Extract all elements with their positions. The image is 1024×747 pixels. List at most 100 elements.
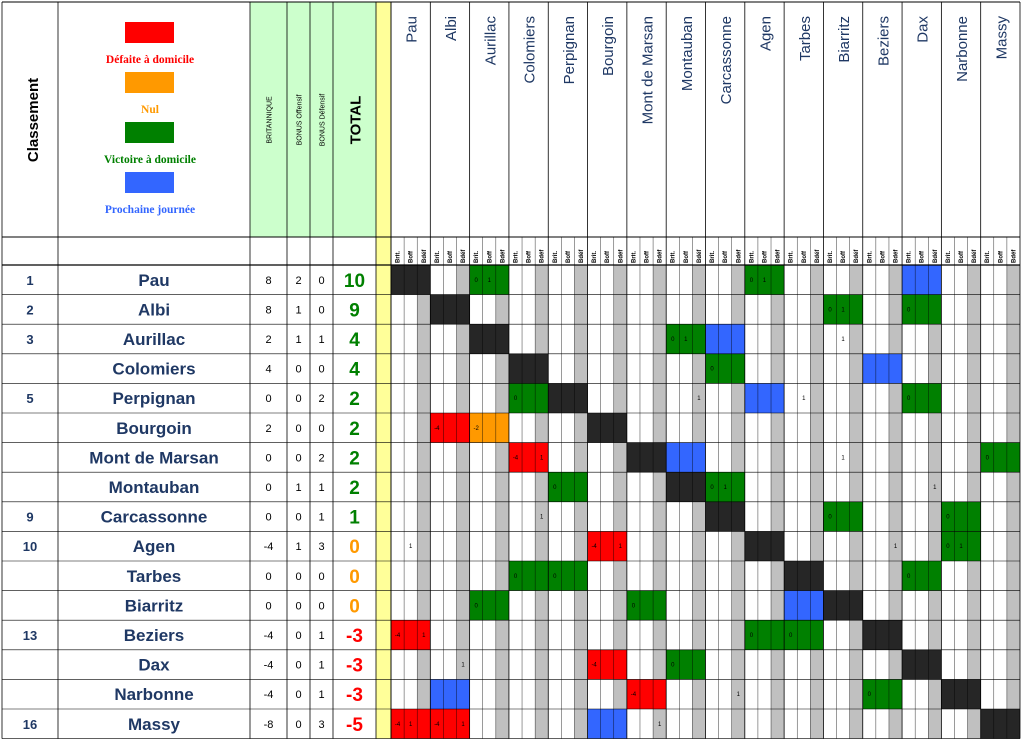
sub-col-header: Brit. (513, 251, 519, 263)
match-value: -2 (474, 426, 480, 432)
total-cell: 4 (349, 360, 360, 381)
match-cell-win (666, 324, 706, 354)
sub-col-header: Bdéf (815, 249, 821, 263)
match-cell-win (902, 383, 942, 413)
match-value: 0 (946, 544, 950, 550)
match-value: 0 (514, 396, 518, 402)
sub-col-header: Bdéf (972, 249, 978, 263)
brit-cell: 8 (265, 304, 271, 316)
brit-cell: 0 (265, 512, 271, 524)
team-col-header: Bourgoin (600, 16, 617, 76)
sub-col-header: Bdéf (422, 249, 428, 263)
sub-col-header: Bdéf (854, 249, 860, 263)
boff-cell: 0 (295, 364, 301, 376)
match-value: 0 (789, 633, 793, 639)
boff-cell: 0 (295, 689, 301, 701)
team-col-header: Narbonne (954, 16, 971, 82)
match-value: -4 (591, 544, 597, 550)
team-name-cell: Biarritz (125, 596, 184, 615)
brit-cell: -4 (264, 660, 274, 672)
table-row: 10 Agen -4 1 3 0 (23, 537, 360, 558)
match-value: 0 (750, 633, 754, 639)
match-cell-draw (469, 413, 509, 443)
brit-cell: 0 (265, 571, 271, 583)
team-col-header: Carcassonne (718, 16, 735, 104)
team-name-cell: Narbonne (114, 685, 193, 704)
team-col-header: Beziers (875, 16, 892, 66)
match-value: 1 (841, 337, 845, 343)
rank-cell: 16 (23, 717, 37, 732)
match-value: 1 (540, 515, 544, 521)
team-name-cell: Carcassonne (101, 508, 208, 527)
sub-col-header: Brit. (946, 251, 952, 263)
match-cell-next (587, 709, 627, 739)
sub-col-header: Bdéf (894, 249, 900, 263)
sub-col-header: Brit. (671, 251, 677, 263)
brit-cell: 0 (265, 600, 271, 612)
match-value: 1 (409, 722, 413, 728)
total-cell: 0 (349, 567, 360, 588)
match-value: 1 (802, 396, 806, 402)
diagonal-cell (469, 324, 509, 354)
diagonal-cell (941, 679, 981, 709)
table-row: 9 Carcassonne 0 0 1 1 (26, 508, 360, 529)
match-cell-loss (430, 709, 470, 739)
match-value: -4 (631, 692, 637, 698)
sub-col-header: Bdéf (461, 249, 467, 263)
legend-swatch (125, 122, 174, 143)
sub-col-header: Brit. (474, 251, 480, 263)
team-name-cell: Bourgoin (116, 419, 192, 438)
diagonal-cell (744, 531, 785, 561)
match-value: 0 (750, 278, 754, 284)
match-value: 1 (841, 307, 845, 313)
sub-col-header: Bdéf (736, 249, 742, 263)
match-value: 0 (553, 574, 557, 580)
sub-col-header: Bdéf (500, 249, 506, 263)
match-cell-loss (626, 679, 667, 709)
match-cell-win (823, 501, 863, 532)
table-row: 1 Pau 8 2 0 10 (26, 271, 365, 292)
table-row: Montauban 0 1 1 2 (109, 478, 360, 499)
bdef-cell: 0 (318, 275, 324, 287)
boff-cell: 1 (295, 334, 301, 346)
total-cell: 0 (349, 596, 360, 617)
total-cell: 10 (344, 271, 365, 292)
total-cell: -5 (346, 715, 363, 736)
team-col-header: Aurillac (482, 16, 499, 66)
match-cell-loss (391, 620, 431, 650)
match-cell-win (902, 294, 942, 325)
bdef-cell: 1 (318, 482, 324, 494)
diagonal-cell (587, 413, 627, 443)
match-value: 0 (632, 603, 636, 609)
sub-col-header: Bdéf (933, 249, 939, 263)
team-name-cell: Mont de Marsan (89, 448, 218, 467)
match-cell-win (744, 620, 785, 650)
match-cell-loss (391, 709, 431, 739)
classement-header: Classement (25, 78, 42, 162)
sub-col-header: Boff (605, 250, 611, 263)
total-cell: -3 (346, 626, 363, 647)
bonus-header-bg (250, 2, 376, 237)
sub-col-header: Bdéf (776, 249, 782, 263)
match-cell-next (862, 353, 903, 384)
match-value: 0 (710, 485, 714, 491)
sub-col-header: Boff (684, 250, 690, 263)
match-cells: 0 1 0 1 0 1 0 0 1 1 0 0 1 1 0 -4 -2 -4 1 1 0 0 0 1 1 1 0 0 1 -4 1 1 0 1 0 0… (391, 265, 1020, 739)
sub-col-header: Boff (645, 250, 651, 263)
team-col-header: Massy (993, 16, 1010, 60)
sub-col-header: Brit. (789, 251, 795, 263)
brit-cell: 0 (265, 452, 271, 464)
boff-cell: 1 (295, 482, 301, 494)
sub-col-header: Bdéf (697, 249, 703, 263)
diagonal-cell (823, 590, 863, 621)
sub-col-header: Boff (802, 250, 808, 263)
boff-cell: 2 (295, 275, 301, 287)
total-cell: -3 (346, 685, 363, 706)
sub-col-header: Boff (566, 250, 572, 263)
total-cell: 4 (349, 330, 360, 351)
diagonal-cell (862, 620, 903, 650)
boff-cell: 0 (295, 393, 301, 405)
